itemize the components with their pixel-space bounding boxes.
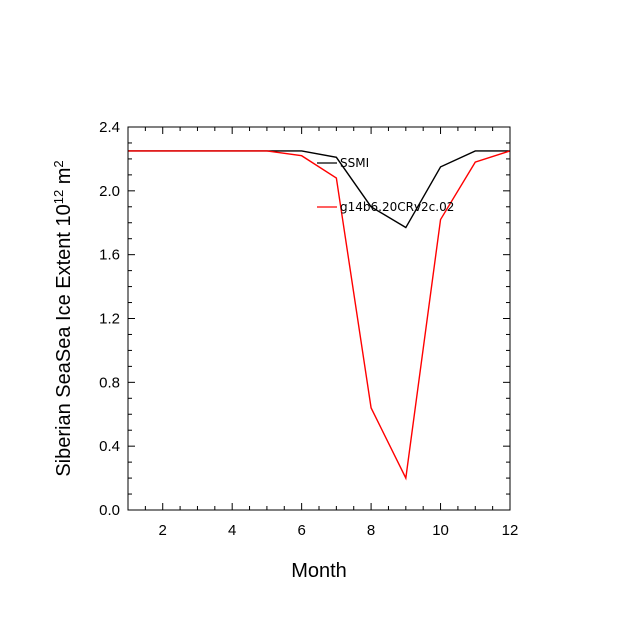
- x-axis-title: Month: [291, 560, 347, 582]
- y-tick-label: 2.0: [99, 183, 120, 200]
- y-tick-label: 1.2: [99, 311, 120, 328]
- x-tick-label: 10: [432, 522, 449, 539]
- y-axis-title-prefix: Siberian SeaSea Ice Extent 10: [53, 204, 75, 476]
- x-tick-label: 6: [297, 522, 305, 539]
- series-line-model: [128, 150, 511, 481]
- x-tick-label: 2: [159, 522, 167, 539]
- legend: SSMI g14b6.20CRv2c.02: [317, 156, 454, 214]
- y-axis-title-unit-exponent: 2: [51, 160, 66, 167]
- y-axis-title: Siberian SeaSea Ice Extent 1012 m2: [51, 160, 76, 476]
- legend-label: g14b6.20CRv2c.02: [340, 200, 454, 214]
- y-axis-title-unit: m: [53, 168, 75, 190]
- plot-frame: [127, 126, 511, 511]
- x-tick-label: 8: [367, 522, 375, 539]
- legend-label: SSMI: [340, 156, 369, 170]
- labels-layer: 2 4 6 8 10 12 0.0 0.4 0.8 1.2 1.6 2.0 2.4: [99, 119, 518, 539]
- y-axis-title-exponent: 12: [51, 190, 66, 204]
- y-tick-label: 2.4: [99, 119, 120, 136]
- x-tick-label: 12: [502, 522, 519, 539]
- x-tick-label: 4: [228, 522, 236, 539]
- y-tick-label: 0.8: [99, 374, 120, 391]
- y-tick-label: 1.6: [99, 247, 120, 264]
- y-tick-label: 0.4: [99, 438, 120, 455]
- y-tick-label: 0.0: [99, 502, 120, 519]
- series-layer: [128, 150, 511, 481]
- ticks-layer: [127, 126, 511, 511]
